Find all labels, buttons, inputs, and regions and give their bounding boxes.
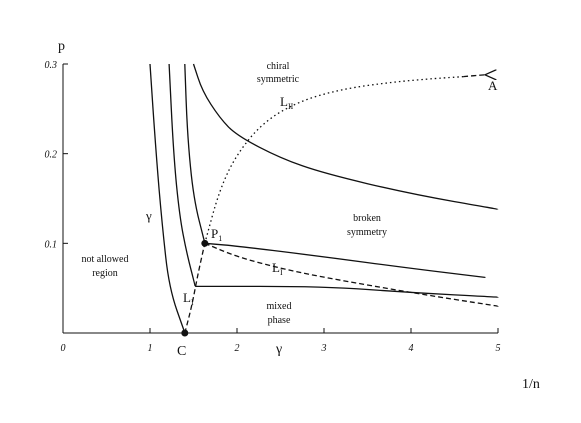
series-line-4 [204,242,486,279]
y-tick-label: 0.1 [45,239,58,250]
region-labels: not allowed region chiral symmetric brok… [82,61,387,326]
mixed-phase-label-line2: phase [268,315,291,326]
point-C [181,329,189,337]
axes [62,64,498,334]
series-line-0 [149,63,186,334]
mixed-phase-label-line1: mixed [267,301,292,312]
x-axis-label: 1/n [522,377,540,392]
x-tick-label: 3 [321,343,327,354]
y-tick-label: 0.3 [45,60,58,71]
annotations: LII P1 LI LI γ γ C A [145,78,498,359]
x-tick-label: 2 [235,343,240,354]
label-gamma-left: γ [145,208,152,223]
x-tick-label: 5 [496,343,501,354]
markers [181,239,209,337]
series-line-5 [192,63,499,210]
series-line-2 [184,63,206,244]
label-A: A [488,78,498,93]
chiral-symmetric-label-line2: symmetric [257,74,300,85]
not-allowed-region-label-line1: not allowed [82,254,129,265]
point-P1 [201,239,209,247]
series-line-6 [184,243,206,334]
series-line-7 [204,242,499,307]
x-tick-label: 0 [61,343,66,354]
series-line-1 [168,63,196,288]
x-tick-label: 4 [409,343,414,354]
chiral-symmetric-label-line1: chiral [267,61,290,72]
series-line-8 [204,75,464,244]
x-tick-label: 1 [148,343,153,354]
ticks: 0 1 2 3 4 5 0.1 0.2 0.3 [45,60,501,354]
broken-symmetry-label-line2: symmetry [347,227,387,238]
label-L-II: LII [280,94,294,111]
y-axis-label: p [58,39,65,54]
y-tick-label: 0.2 [45,150,58,161]
label-C: C [177,344,186,359]
not-allowed-region-label-line2: region [92,268,118,279]
curves [149,63,499,334]
series-line-9 [463,75,485,77]
label-P1: P1 [211,226,222,243]
label-L-I-right: LI [272,260,283,277]
label-gamma-axis: γ [275,342,282,357]
broken-symmetry-label-line1: broken [353,213,381,224]
series-line-3 [195,285,499,298]
label-L-I-lower: LI [183,290,194,307]
